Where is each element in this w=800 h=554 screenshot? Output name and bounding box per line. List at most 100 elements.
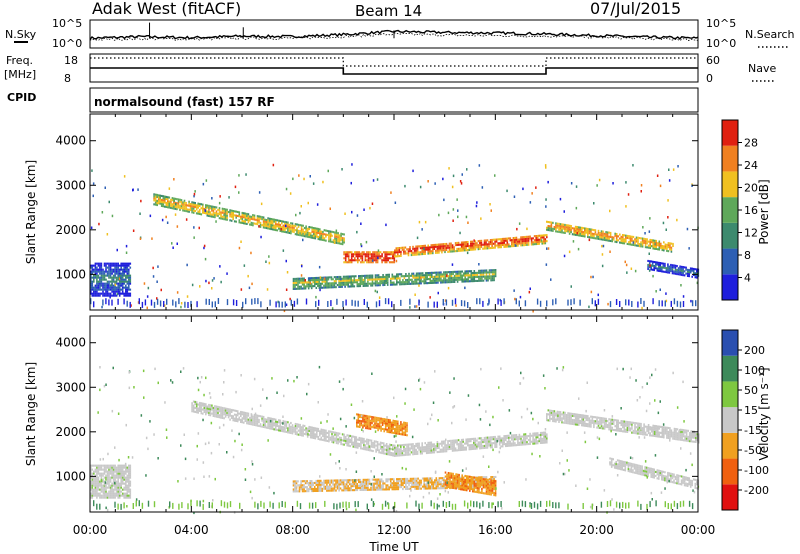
data-cell bbox=[682, 272, 684, 275]
data-cell bbox=[398, 450, 401, 453]
data-cell bbox=[344, 259, 347, 262]
data-cell bbox=[208, 403, 210, 406]
data-cell bbox=[620, 235, 623, 238]
data-cell bbox=[252, 417, 254, 420]
data-cell bbox=[93, 288, 95, 291]
data-cell bbox=[115, 290, 118, 293]
data-cell bbox=[117, 270, 119, 273]
data-cell bbox=[273, 428, 275, 431]
data-cell bbox=[308, 236, 310, 239]
data-cell bbox=[357, 421, 360, 424]
data-cell bbox=[444, 279, 447, 282]
data-cell bbox=[355, 279, 357, 282]
scatter-cell bbox=[563, 210, 565, 213]
data-cell bbox=[249, 416, 251, 419]
data-cell bbox=[111, 464, 113, 467]
data-cell bbox=[108, 272, 110, 275]
data-cell bbox=[479, 445, 481, 448]
data-cell bbox=[404, 429, 407, 432]
data-cell bbox=[342, 281, 345, 284]
data-cell bbox=[109, 492, 112, 495]
data-cell bbox=[660, 246, 662, 249]
data-cell bbox=[401, 246, 404, 249]
data-cell bbox=[474, 244, 477, 247]
data-cell bbox=[177, 202, 180, 205]
data-cell bbox=[117, 464, 119, 467]
data-cell bbox=[331, 440, 333, 443]
data-cell bbox=[96, 472, 98, 475]
data-cell bbox=[404, 431, 407, 434]
data-cell bbox=[667, 263, 669, 266]
data-cell bbox=[427, 445, 429, 448]
data-cell bbox=[310, 279, 313, 282]
data-cell bbox=[526, 243, 528, 246]
data-cell bbox=[385, 279, 387, 282]
data-cell bbox=[336, 276, 339, 279]
data-cell bbox=[299, 224, 301, 227]
data-cell bbox=[524, 243, 527, 246]
data-cell bbox=[495, 437, 498, 440]
data-cell bbox=[324, 278, 327, 281]
data-cell bbox=[379, 284, 381, 287]
data-cell bbox=[240, 414, 242, 417]
data-cell bbox=[384, 426, 387, 429]
data-cell bbox=[120, 478, 122, 481]
data-cell bbox=[415, 247, 417, 250]
data-cell bbox=[302, 430, 304, 433]
data-cell bbox=[294, 287, 296, 290]
data-cell bbox=[350, 279, 352, 282]
data-cell bbox=[422, 446, 425, 449]
scatter-cell bbox=[351, 163, 353, 166]
data-cell bbox=[346, 444, 348, 447]
data-cell bbox=[412, 282, 415, 285]
data-cell bbox=[397, 426, 399, 429]
data-cell bbox=[117, 496, 119, 499]
data-cell bbox=[308, 433, 310, 436]
data-cell bbox=[350, 277, 352, 280]
data-cell bbox=[117, 278, 119, 281]
data-cell bbox=[483, 438, 486, 441]
data-cell bbox=[322, 434, 324, 437]
data-cell bbox=[282, 426, 285, 429]
data-cell bbox=[369, 415, 372, 418]
data-cell bbox=[651, 264, 654, 267]
scatter-cell bbox=[601, 244, 603, 248]
data-cell bbox=[346, 442, 348, 445]
colorbar-tick-label: 16 bbox=[744, 204, 758, 217]
data-cell bbox=[298, 285, 301, 288]
data-cell bbox=[400, 429, 402, 432]
data-cell bbox=[102, 474, 104, 477]
data-cell bbox=[494, 240, 496, 243]
data-cell bbox=[410, 250, 413, 253]
data-cell bbox=[372, 253, 374, 256]
data-cell bbox=[387, 427, 390, 430]
data-cell bbox=[590, 228, 592, 231]
scatter-cell bbox=[114, 283, 117, 286]
data-cell bbox=[600, 234, 603, 237]
data-cell bbox=[171, 205, 174, 208]
data-cell bbox=[126, 468, 129, 471]
data-cell bbox=[287, 231, 289, 234]
data-cell bbox=[298, 277, 301, 280]
data-cell bbox=[96, 272, 98, 275]
data-cell bbox=[100, 266, 103, 269]
data-cell bbox=[102, 478, 104, 481]
data-cell bbox=[552, 221, 554, 224]
data-cell bbox=[488, 275, 491, 278]
data-cell bbox=[96, 494, 98, 497]
data-cell bbox=[390, 452, 393, 455]
data-cell bbox=[365, 420, 367, 423]
data-cell bbox=[355, 442, 358, 445]
data-cell bbox=[423, 282, 425, 285]
data-cell bbox=[99, 472, 101, 475]
data-cell bbox=[354, 437, 356, 440]
data-cell bbox=[467, 438, 469, 441]
data-cell bbox=[451, 246, 454, 249]
data-cell bbox=[338, 438, 341, 441]
data-cell bbox=[243, 421, 245, 424]
data-cell bbox=[121, 276, 124, 279]
data-cell bbox=[401, 433, 404, 436]
data-cell bbox=[217, 413, 219, 416]
data-cell bbox=[252, 419, 254, 422]
data-cell bbox=[602, 230, 604, 233]
